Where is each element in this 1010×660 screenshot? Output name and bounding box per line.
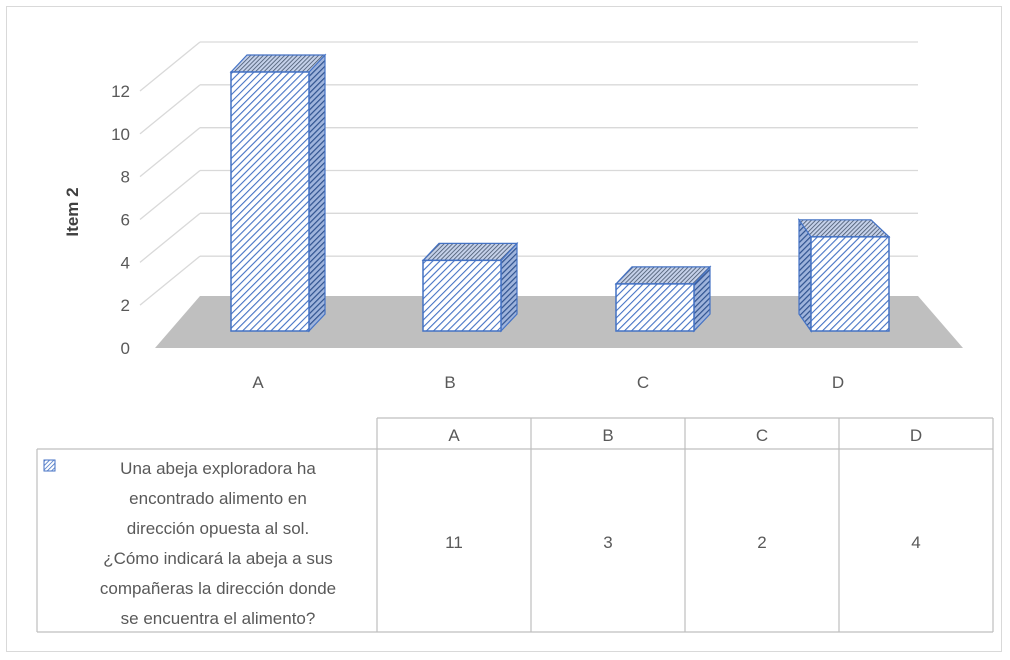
bar-top xyxy=(421,242,519,261)
legend-key-icon xyxy=(43,459,56,472)
table-header-cell: A xyxy=(448,426,460,445)
bar-C[interactable] xyxy=(614,265,712,333)
y-tick-label: 2 xyxy=(121,296,130,315)
y-axis-label: Item 2 xyxy=(63,187,82,236)
gridline-wall xyxy=(139,127,201,178)
y-tick-label: 10 xyxy=(111,125,130,144)
y-tick-label: 8 xyxy=(121,168,130,187)
table-value-cell: 11 xyxy=(445,533,463,552)
gridline-wall xyxy=(139,212,201,263)
gridline-wall xyxy=(139,84,201,135)
legend-series-text: ¿Cómo indicará la abeja a sus xyxy=(103,549,333,568)
bar-top xyxy=(614,266,712,285)
table-header-cell: C xyxy=(756,426,768,445)
bar-top xyxy=(229,54,327,73)
table-value-cell: 3 xyxy=(603,533,612,552)
legend-series-text: Una abeja exploradora ha xyxy=(120,459,316,478)
bar-front xyxy=(422,259,502,332)
table-value-cell: 2 xyxy=(757,533,766,552)
legend-series-text: compañeras la dirección donde xyxy=(100,579,336,598)
y-tick-label: 0 xyxy=(121,339,130,358)
bar-front xyxy=(615,283,695,332)
bar-D[interactable] xyxy=(797,217,891,333)
gridline-wall xyxy=(139,169,201,221)
x-tick-label: B xyxy=(444,373,455,392)
x-tick-label: A xyxy=(252,373,264,392)
y-tick-label: 6 xyxy=(121,211,130,230)
bar-B[interactable] xyxy=(421,241,519,333)
bar-top xyxy=(797,219,891,238)
gridline-wall xyxy=(139,255,201,306)
x-tick-label: C xyxy=(637,373,649,392)
x-tick-label: D xyxy=(832,373,844,392)
bar-A[interactable] xyxy=(229,53,327,333)
gridline-wall xyxy=(139,41,201,92)
y-tick-label: 4 xyxy=(121,253,130,272)
bar-front xyxy=(810,236,890,332)
legend-series-text: encontrado alimento en xyxy=(129,489,307,508)
bar-side xyxy=(798,217,812,333)
table-header-cell: B xyxy=(602,426,613,445)
legend-series-text: se encuentra el alimento? xyxy=(121,609,316,628)
y-tick-label: 12 xyxy=(111,82,130,101)
bar-side xyxy=(308,53,326,333)
legend-series-text: dirección opuesta al sol. xyxy=(127,519,309,538)
chart-floor xyxy=(155,296,963,348)
table-header-cell: D xyxy=(910,426,922,445)
table-value-cell: 4 xyxy=(911,533,920,552)
bar-front xyxy=(230,71,310,332)
